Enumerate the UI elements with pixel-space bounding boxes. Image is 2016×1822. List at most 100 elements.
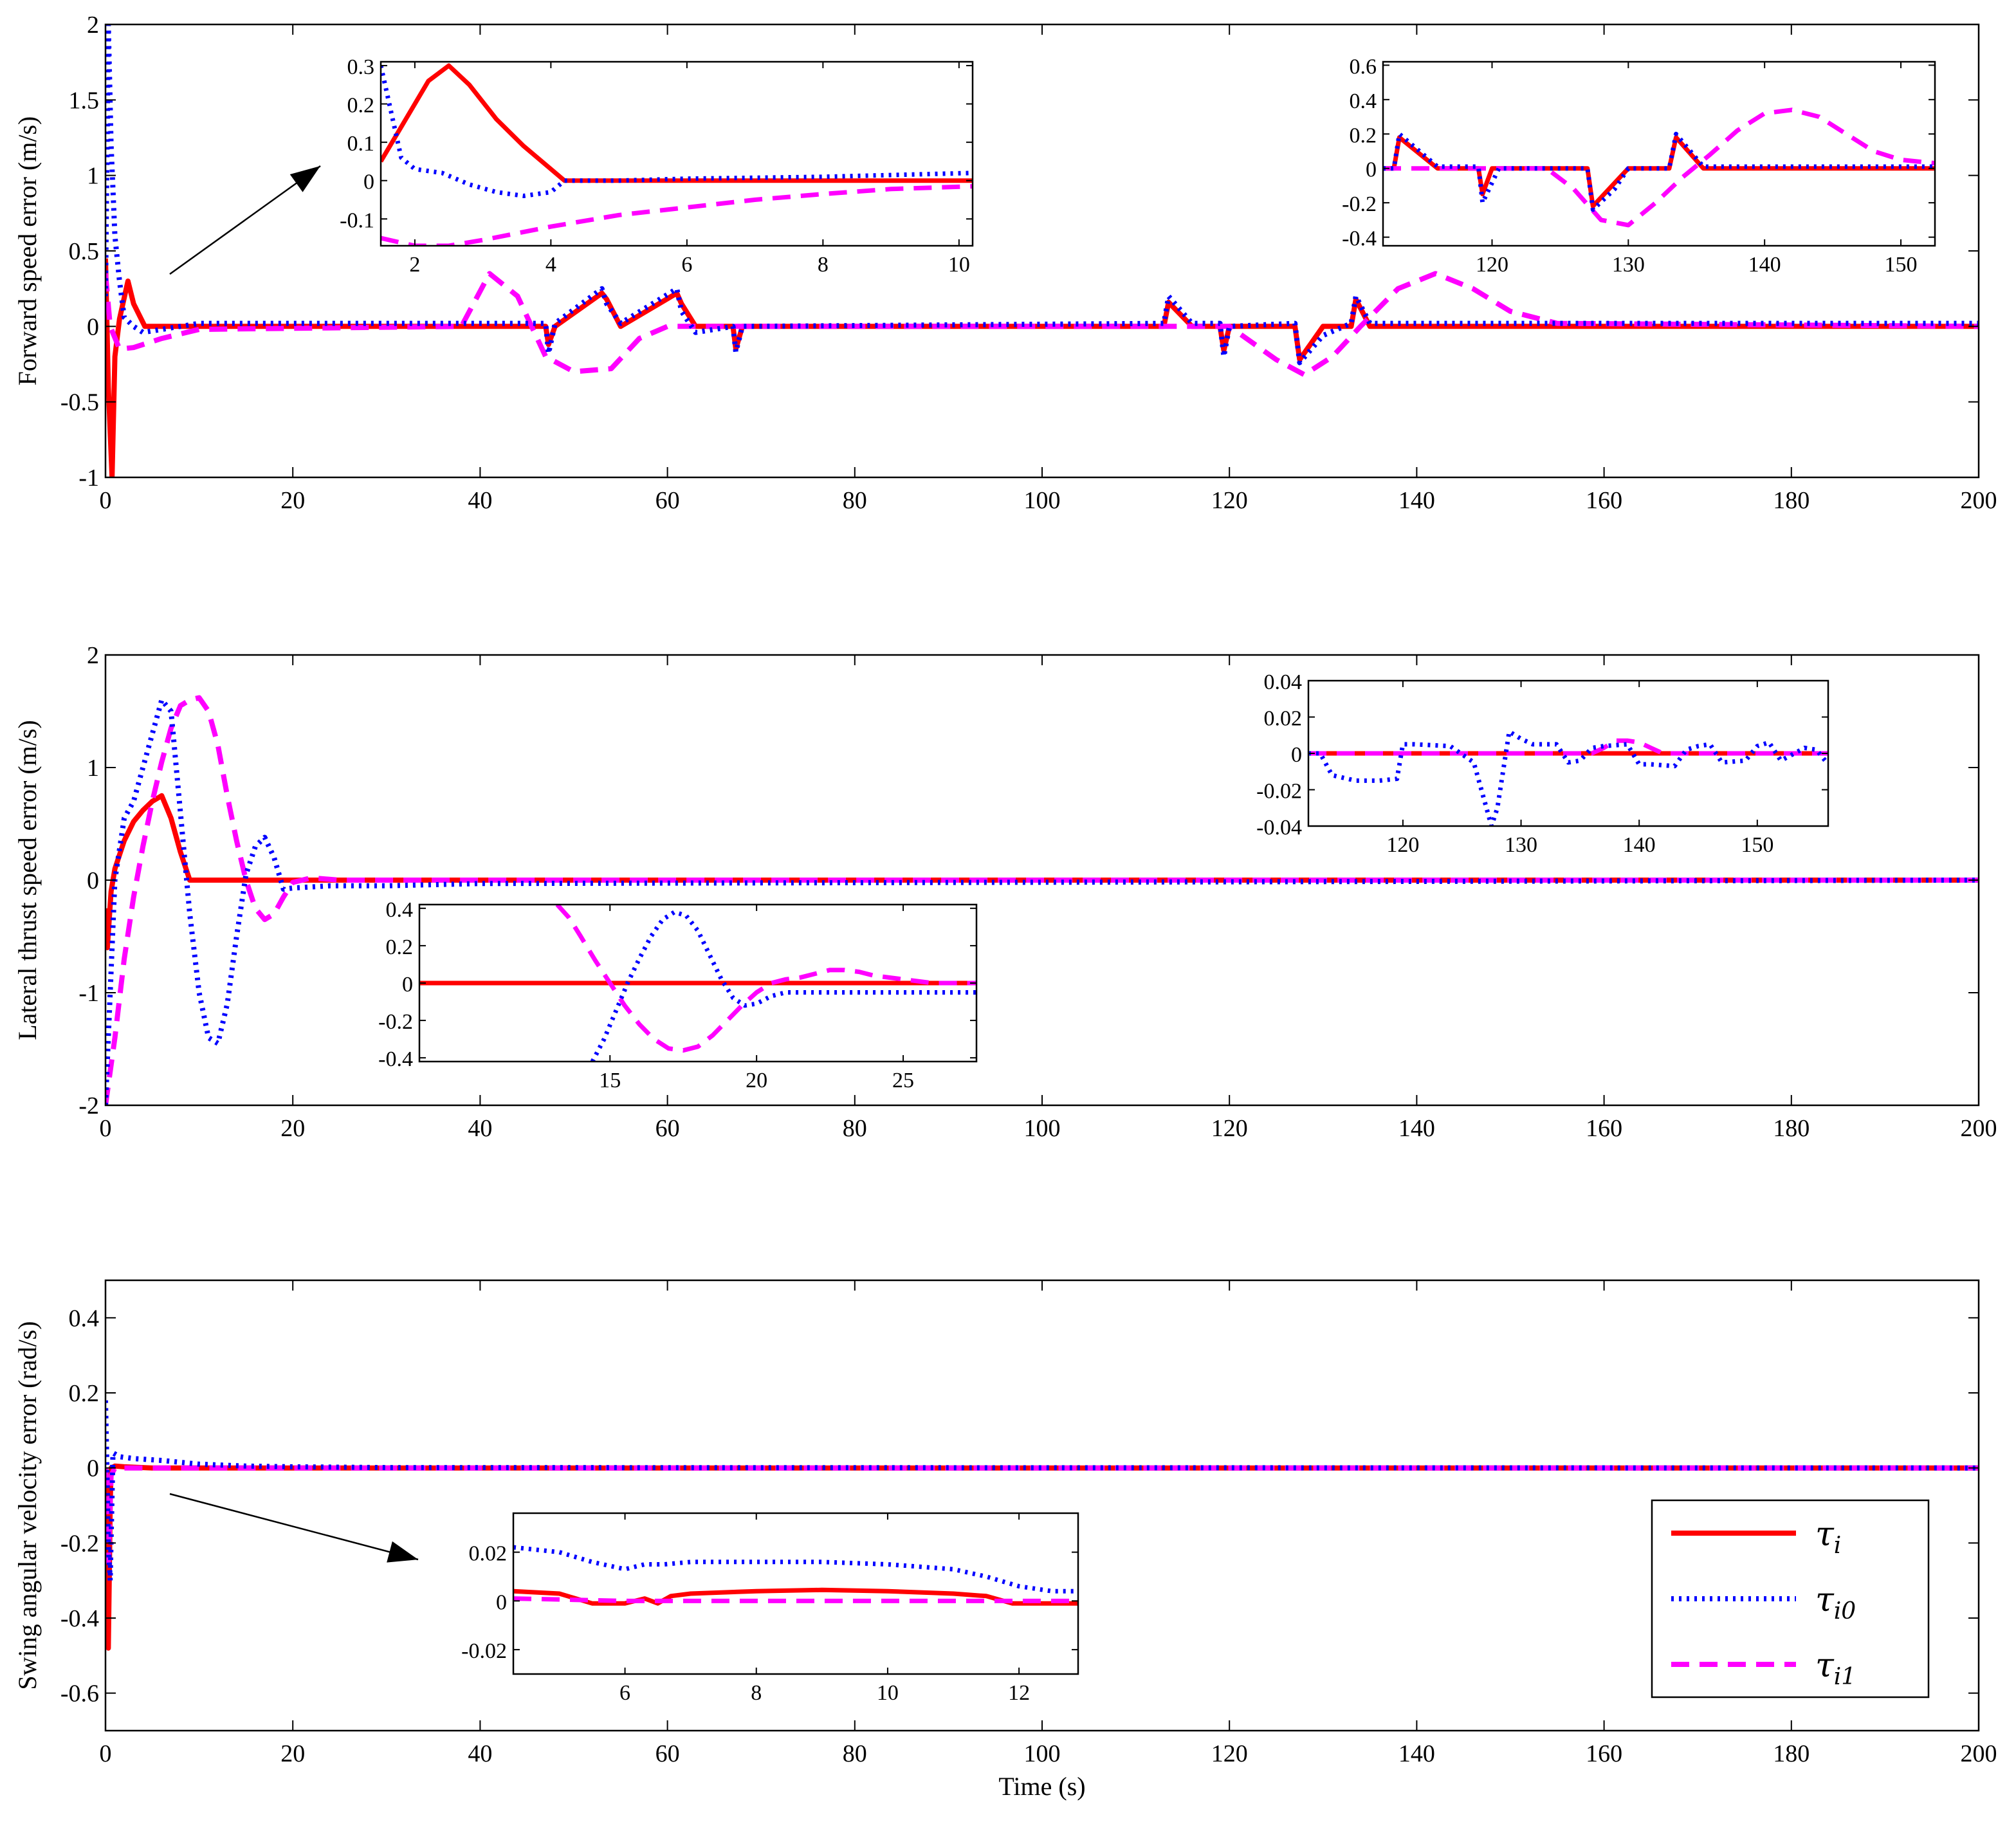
panel-1-inset-1-ytick-label: 0.1 bbox=[347, 132, 375, 156]
panel-2-inset-2-xtick-label: 25 bbox=[892, 1069, 914, 1092]
panel-3-ytick-label: -0.4 bbox=[60, 1605, 99, 1632]
panel-2-inset-1-ytick-label: 0 bbox=[1291, 743, 1302, 767]
panel-2-ylabel: Lateral thrust speed error (m/s) bbox=[13, 720, 42, 1040]
panel-1-ytick-label: 0.5 bbox=[69, 238, 100, 265]
panel-2-inset-1-ytick-label: -0.02 bbox=[1256, 780, 1302, 804]
panel-2-xtick-label: 180 bbox=[1773, 1115, 1810, 1142]
panel-1-inset-1-xtick-label: 2 bbox=[409, 253, 420, 277]
panel-1-ytick-label: 1 bbox=[87, 163, 99, 190]
panel-1-line-tau-i0 bbox=[105, 24, 1979, 365]
panel-3-inset-1-series bbox=[513, 1545, 1078, 1606]
panel-1-xtick-label: 120 bbox=[1211, 487, 1248, 514]
panel-2-inset-1-xtick-label: 140 bbox=[1623, 833, 1656, 857]
panel-1-xtick-label: 200 bbox=[1961, 487, 1997, 514]
panel-3-inset-1-ytick-label: 0.02 bbox=[469, 1542, 508, 1566]
panel-3-inset-1-ytick-label: 0 bbox=[496, 1590, 507, 1614]
panel-2-series bbox=[105, 695, 1979, 1105]
panel-1-inset-2-line-tau-i0 bbox=[1383, 131, 1935, 212]
panel-1-xtick-label: 40 bbox=[468, 487, 492, 514]
panel-2-inset-1-series bbox=[1308, 729, 1828, 826]
legend: τi τi0 τi1 bbox=[1651, 1499, 1930, 1698]
panel-3-series bbox=[105, 1400, 1979, 1651]
panel-2-xtick-label: 120 bbox=[1211, 1115, 1248, 1142]
panel-3-ylabel: Swing angular velocity error (rad/s) bbox=[13, 1321, 42, 1689]
panel-2-inset-2-line-tau-i1 bbox=[555, 905, 976, 1053]
panel-1-ylabel: Forward speed error (m/s) bbox=[13, 116, 42, 386]
panel-1-inset-1-series bbox=[381, 63, 973, 246]
panel-3-inset-1-xtick-label: 6 bbox=[619, 1681, 630, 1705]
panel-3-xtick-label: 160 bbox=[1586, 1740, 1622, 1767]
panel-3-ytick-label: 0.4 bbox=[69, 1305, 100, 1332]
panel-2-inset-1-ytick-label: 0.04 bbox=[1264, 670, 1303, 694]
panel-1-inset-1-ytick-label: 0.3 bbox=[347, 55, 375, 79]
panel-1-inset-1-ytick-label: -0.1 bbox=[340, 208, 374, 232]
panel-1-ytick-label: 0 bbox=[87, 313, 99, 340]
panel-2-inset-1: 120 130 140 150 -0.04 -0.02 0 0.02 0.04 bbox=[1256, 670, 1829, 857]
panel-3-inset-1: 6 8 10 12 -0.02 0 0.02 bbox=[461, 1512, 1079, 1705]
legend-box bbox=[1651, 1499, 1930, 1698]
panel-1-inset-2-ytick-label: -0.4 bbox=[1342, 227, 1377, 251]
zoom-arrow-head-1 bbox=[289, 166, 320, 192]
panel-1-inset-1-line-tau-i bbox=[381, 63, 973, 183]
panel-2-xtick-label: 160 bbox=[1586, 1115, 1622, 1142]
panel-1-line-tau-i bbox=[105, 258, 1979, 477]
panel-2-line-tau-i bbox=[105, 793, 1979, 950]
panel-3-xtick-label: 140 bbox=[1398, 1740, 1435, 1767]
panel-1-inset-1-xtick-label: 4 bbox=[545, 253, 556, 277]
panel-1-inset-2-ytick-label: 0 bbox=[1366, 158, 1377, 182]
panel-3-xtick-label: 180 bbox=[1773, 1740, 1810, 1767]
panel-3-inset-1-plot-area bbox=[513, 1513, 1078, 1674]
panel-1-xtick-label: 100 bbox=[1024, 487, 1061, 514]
panel-3-ytick-label: -0.2 bbox=[60, 1530, 99, 1557]
panel-3-inset-1-line-tau-i1 bbox=[513, 1596, 1078, 1603]
panel-2-xtick-label: 40 bbox=[468, 1115, 492, 1142]
legend-label-tau-i: τi bbox=[1815, 1515, 1841, 1559]
panel-3-ytick-label: -0.6 bbox=[60, 1680, 99, 1707]
panel-1-inset-1-ytick-label: 0.2 bbox=[347, 94, 375, 118]
panel-2-ytick-label: 0 bbox=[87, 867, 99, 894]
panel-2-inset-2-ytick-label: 0 bbox=[402, 973, 413, 997]
panel-2-inset-2: 15 20 25 -0.4 -0.2 0 0.2 0.4 bbox=[378, 898, 978, 1092]
panel-2-inset-2-xtick-label: 15 bbox=[599, 1069, 621, 1092]
panel-1-xtick-label: 160 bbox=[1586, 487, 1622, 514]
panels: 0 20 40 60 80 100 120 140 160 180 200-1-0.500.511.… bbox=[13, 12, 1997, 1801]
panel-1-inset-2-series bbox=[1383, 107, 1935, 228]
panel-3-xtick-label: 40 bbox=[468, 1740, 492, 1767]
panel-1-inset-2-line-tau-i1 bbox=[1383, 107, 1935, 228]
panel-3-ytick-label: 0.2 bbox=[69, 1380, 100, 1407]
panel-1-inset-1-xtick-label: 8 bbox=[818, 253, 829, 277]
panel-3-xtick-label: 60 bbox=[655, 1740, 680, 1767]
panel-1-ytick-label: 1.5 bbox=[69, 87, 100, 114]
panel-1-inset-1-xtick-label: 10 bbox=[948, 253, 970, 277]
panel-2-xtick-label: 80 bbox=[843, 1115, 867, 1142]
panel-1-inset-1: 2 4 6 8 10 -0.1 0 0.1 0.2 0.3 bbox=[340, 55, 974, 277]
panel-2-xtick-label: 100 bbox=[1024, 1115, 1061, 1142]
zoom-arrow-3 bbox=[169, 1493, 419, 1561]
panel-2-inset-2-line-tau-i0 bbox=[590, 910, 976, 1062]
panel-2-ytick-label: 1 bbox=[87, 755, 99, 782]
panel-1-inset-2-ytick-label: 0.6 bbox=[1350, 55, 1377, 78]
panel-1-ytick-label: -0.5 bbox=[60, 389, 99, 416]
panel-2-inset-2-xtick-label: 20 bbox=[746, 1069, 767, 1092]
panel-3-ytick-label: 0 bbox=[87, 1455, 99, 1482]
panel-3-inset-1-xtick-label: 8 bbox=[751, 1681, 762, 1705]
panel-1-inset-1-ytick-label: 0 bbox=[363, 170, 374, 194]
panel-3-xlabel: Time (s) bbox=[998, 1772, 1085, 1801]
panel-1-inset-2-frame bbox=[1382, 60, 1936, 247]
panel-2-inset-1-xtick-label: 150 bbox=[1741, 833, 1773, 857]
panel-3-xtick-label: 120 bbox=[1211, 1740, 1248, 1767]
panel-1-inset-2-xtick-label: 140 bbox=[1748, 253, 1781, 277]
panel-1-series bbox=[105, 24, 1979, 477]
panel-2-inset-2-ytick-label: 0.2 bbox=[386, 935, 414, 959]
panel-2-inset-1-line-tau-i1 bbox=[1308, 738, 1828, 756]
panel-1-xtick-label: 20 bbox=[280, 487, 305, 514]
panel-1-inset-2-xtick-label: 120 bbox=[1476, 253, 1508, 277]
legend-label-tau-i1: τi1 bbox=[1815, 1646, 1856, 1690]
zoom-arrow-head-3 bbox=[387, 1541, 418, 1563]
panel-2-inset-1-ytick-label: 0.02 bbox=[1264, 707, 1303, 731]
panel-1-inset-2-ytick-label: 0.2 bbox=[1350, 124, 1377, 147]
panel-3-xtick-label: 200 bbox=[1961, 1740, 1997, 1767]
panel-3-inset-1-frame bbox=[512, 1512, 1079, 1675]
panel-1-xtick-label: 180 bbox=[1773, 487, 1810, 514]
